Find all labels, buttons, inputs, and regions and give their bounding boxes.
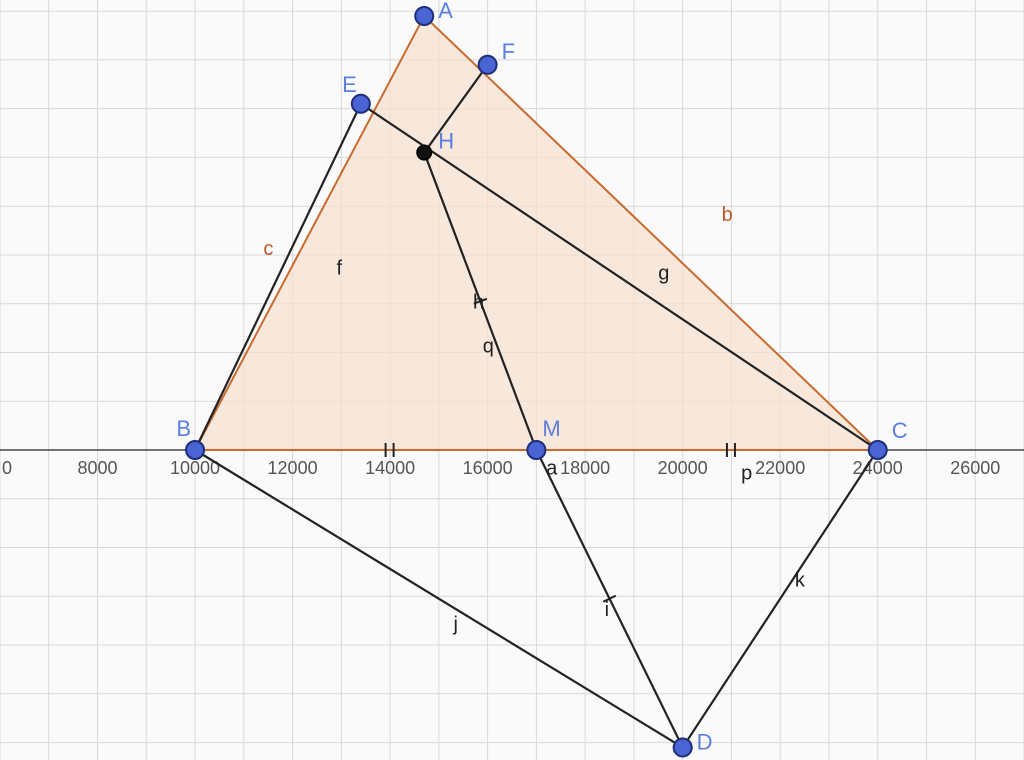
edge-label-g: g: [658, 262, 669, 284]
axis-tick-label: 18000: [560, 458, 610, 478]
point-label-A: A: [438, 0, 453, 23]
geometry-canvas: 0800010000120001400016000180002000022000…: [0, 0, 1024, 760]
point-H[interactable]: [417, 146, 431, 160]
point-label-M: M: [542, 416, 560, 441]
point-label-E: E: [342, 72, 357, 97]
axis-tick-label: 12000: [268, 458, 318, 478]
axis-tick-label: 14000: [365, 458, 415, 478]
point-label-D: D: [697, 729, 713, 754]
point-D[interactable]: [674, 738, 692, 756]
point-M[interactable]: [527, 441, 545, 459]
point-C[interactable]: [869, 441, 887, 459]
axis-tick-label: 26000: [950, 458, 1000, 478]
point-label-C: C: [892, 418, 908, 443]
edge-label-i: i: [605, 599, 609, 621]
point-label-H: H: [438, 129, 454, 154]
point-B[interactable]: [186, 441, 204, 459]
point-E[interactable]: [352, 95, 370, 113]
axis-tick-label: 16000: [463, 458, 513, 478]
axis-tick-label: 8000: [78, 458, 118, 478]
edge-label-q: q: [483, 335, 494, 357]
edge-label-a: a: [546, 457, 558, 479]
point-label-B: B: [176, 416, 191, 441]
edge-label-f: f: [336, 257, 342, 279]
point-F[interactable]: [479, 56, 497, 74]
svg-text:0: 0: [2, 458, 12, 478]
axis-tick-label: 22000: [755, 458, 805, 478]
point-A[interactable]: [415, 7, 433, 25]
axis-tick-label: 20000: [658, 458, 708, 478]
side-label-b: b: [722, 204, 733, 226]
edge-label-h: h: [473, 292, 484, 314]
point-label-F: F: [502, 39, 515, 64]
edge-label-p: p: [741, 462, 752, 484]
side-label-c: c: [263, 238, 273, 260]
edge-label-j: j: [452, 613, 457, 635]
edge-label-k: k: [795, 570, 806, 592]
